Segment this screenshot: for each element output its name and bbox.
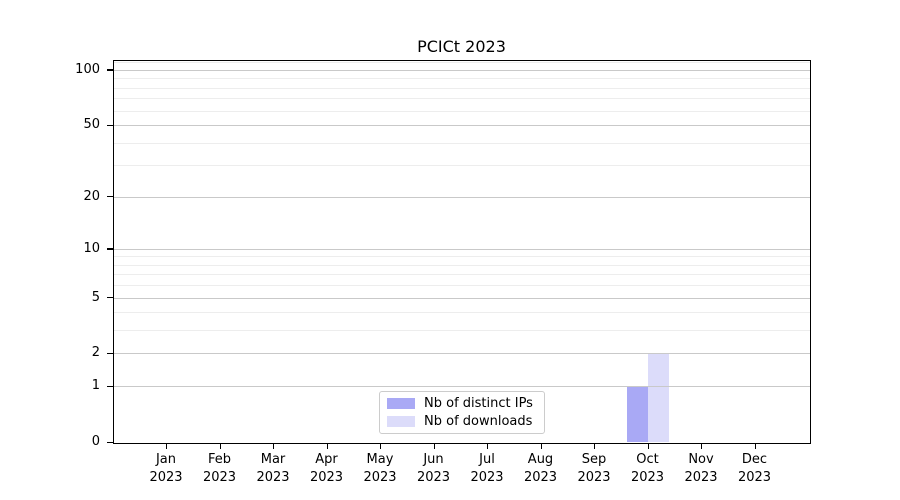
minor-gridline	[114, 62, 810, 64]
x-tick	[754, 443, 756, 449]
y-tick	[107, 248, 113, 250]
x-label-year: 2023	[470, 470, 504, 485]
x-label-month: Sep	[581, 452, 607, 467]
x-tick-label: Jul 2023	[455, 451, 519, 487]
minor-gridline	[114, 274, 810, 276]
legend-item-distinct-ips: Nb of distinct IPs	[387, 396, 537, 411]
y-tick-label: 0	[91, 434, 100, 449]
minor-gridline	[114, 330, 810, 332]
y-tick-label: 1	[91, 378, 100, 394]
x-tick	[219, 443, 221, 449]
major-gridline	[114, 248, 810, 250]
x-tick-label: Jan 2023	[134, 451, 198, 487]
x-tick-label: Apr 2023	[295, 451, 359, 487]
major-gridline	[114, 125, 810, 127]
x-label-year: 2023	[363, 470, 397, 485]
x-tick-label: Dec 2023	[723, 451, 787, 487]
minor-gridline	[114, 312, 810, 314]
x-label-month: Dec	[741, 452, 768, 467]
x-tick-label: Jun 2023	[402, 451, 466, 487]
x-label-month: Oct	[636, 452, 659, 467]
y-tick-label: 100	[75, 61, 100, 77]
chart-title: PCICt 2023	[417, 37, 506, 56]
minor-gridline	[114, 78, 810, 80]
x-tick	[647, 443, 649, 449]
legend-label-downloads: Nb of downloads	[424, 414, 533, 429]
y-tick	[107, 441, 113, 443]
legend-label-distinct-ips: Nb of distinct IPs	[424, 396, 533, 411]
y-tick	[107, 385, 113, 387]
x-label-month: Apr	[315, 452, 338, 467]
bar-nb-of-distinct-ips	[626, 386, 648, 442]
y-tick	[107, 124, 113, 126]
y-tick-label: 5	[91, 289, 100, 305]
x-tick-label: Mar 2023	[241, 451, 305, 487]
minor-gridline	[114, 264, 810, 266]
x-label-year: 2023	[256, 470, 290, 485]
x-tick	[487, 443, 489, 449]
minor-gridline	[114, 165, 810, 167]
x-label-year: 2023	[737, 470, 772, 485]
x-tick	[540, 443, 542, 449]
x-tick-label: Aug 2023	[509, 451, 573, 487]
major-gridline	[114, 386, 810, 388]
major-gridline	[114, 353, 810, 355]
x-label-year: 2023	[523, 470, 558, 485]
x-label-year: 2023	[416, 470, 451, 485]
x-tick-label: May 2023	[348, 451, 412, 487]
x-label-year: 2023	[202, 470, 237, 485]
minor-gridline	[114, 285, 810, 287]
minor-gridline	[114, 142, 810, 144]
x-label-month: Nov	[688, 452, 714, 467]
bar-nb-of-downloads	[647, 353, 669, 442]
legend-swatch-distinct-ips	[387, 398, 415, 409]
x-label-month: Jul	[479, 452, 495, 467]
x-label-year: 2023	[149, 470, 183, 485]
y-tick-label: 10	[83, 240, 100, 256]
minor-gridline	[114, 98, 810, 100]
x-tick	[166, 443, 168, 449]
y-tick-label: 50	[83, 117, 100, 133]
y-tick	[107, 196, 113, 198]
y-tick-label: 20	[83, 188, 100, 204]
x-label-year: 2023	[577, 470, 611, 485]
major-gridline	[114, 196, 810, 198]
x-label-month: Jun	[423, 452, 444, 467]
minor-gridline	[114, 256, 810, 258]
x-label-year: 2023	[309, 470, 344, 485]
y-tick	[107, 352, 113, 355]
minor-gridline	[114, 110, 810, 112]
x-label-month: Jan	[155, 452, 177, 467]
x-label-month: Aug	[527, 452, 554, 467]
x-tick-label: Nov 2023	[669, 451, 733, 487]
x-tick-label: Sep 2023	[562, 451, 626, 487]
x-tick-label: Oct 2023	[616, 451, 680, 487]
x-tick	[326, 443, 328, 449]
x-label-month: Feb	[207, 452, 232, 467]
y-tick-label: 2	[91, 345, 100, 361]
major-gridline	[114, 69, 810, 71]
x-label-year: 2023	[684, 470, 718, 485]
x-label-month: May	[366, 452, 394, 467]
x-label-month: Mar	[260, 452, 286, 467]
legend-swatch-downloads	[387, 416, 415, 427]
x-tick	[594, 443, 596, 449]
legend-item-downloads: Nb of downloads	[387, 414, 537, 429]
minor-gridline	[114, 87, 810, 89]
legend: Nb of distinct IPs Nb of downloads	[379, 391, 545, 434]
x-tick-label: Feb 2023	[188, 451, 252, 487]
y-tick	[107, 69, 113, 71]
major-gridline	[114, 297, 810, 299]
x-tick	[380, 443, 382, 449]
x-tick	[273, 443, 275, 449]
y-tick	[107, 297, 113, 299]
x-label-year: 2023	[630, 470, 665, 485]
x-tick	[433, 443, 435, 449]
x-tick	[701, 443, 703, 449]
